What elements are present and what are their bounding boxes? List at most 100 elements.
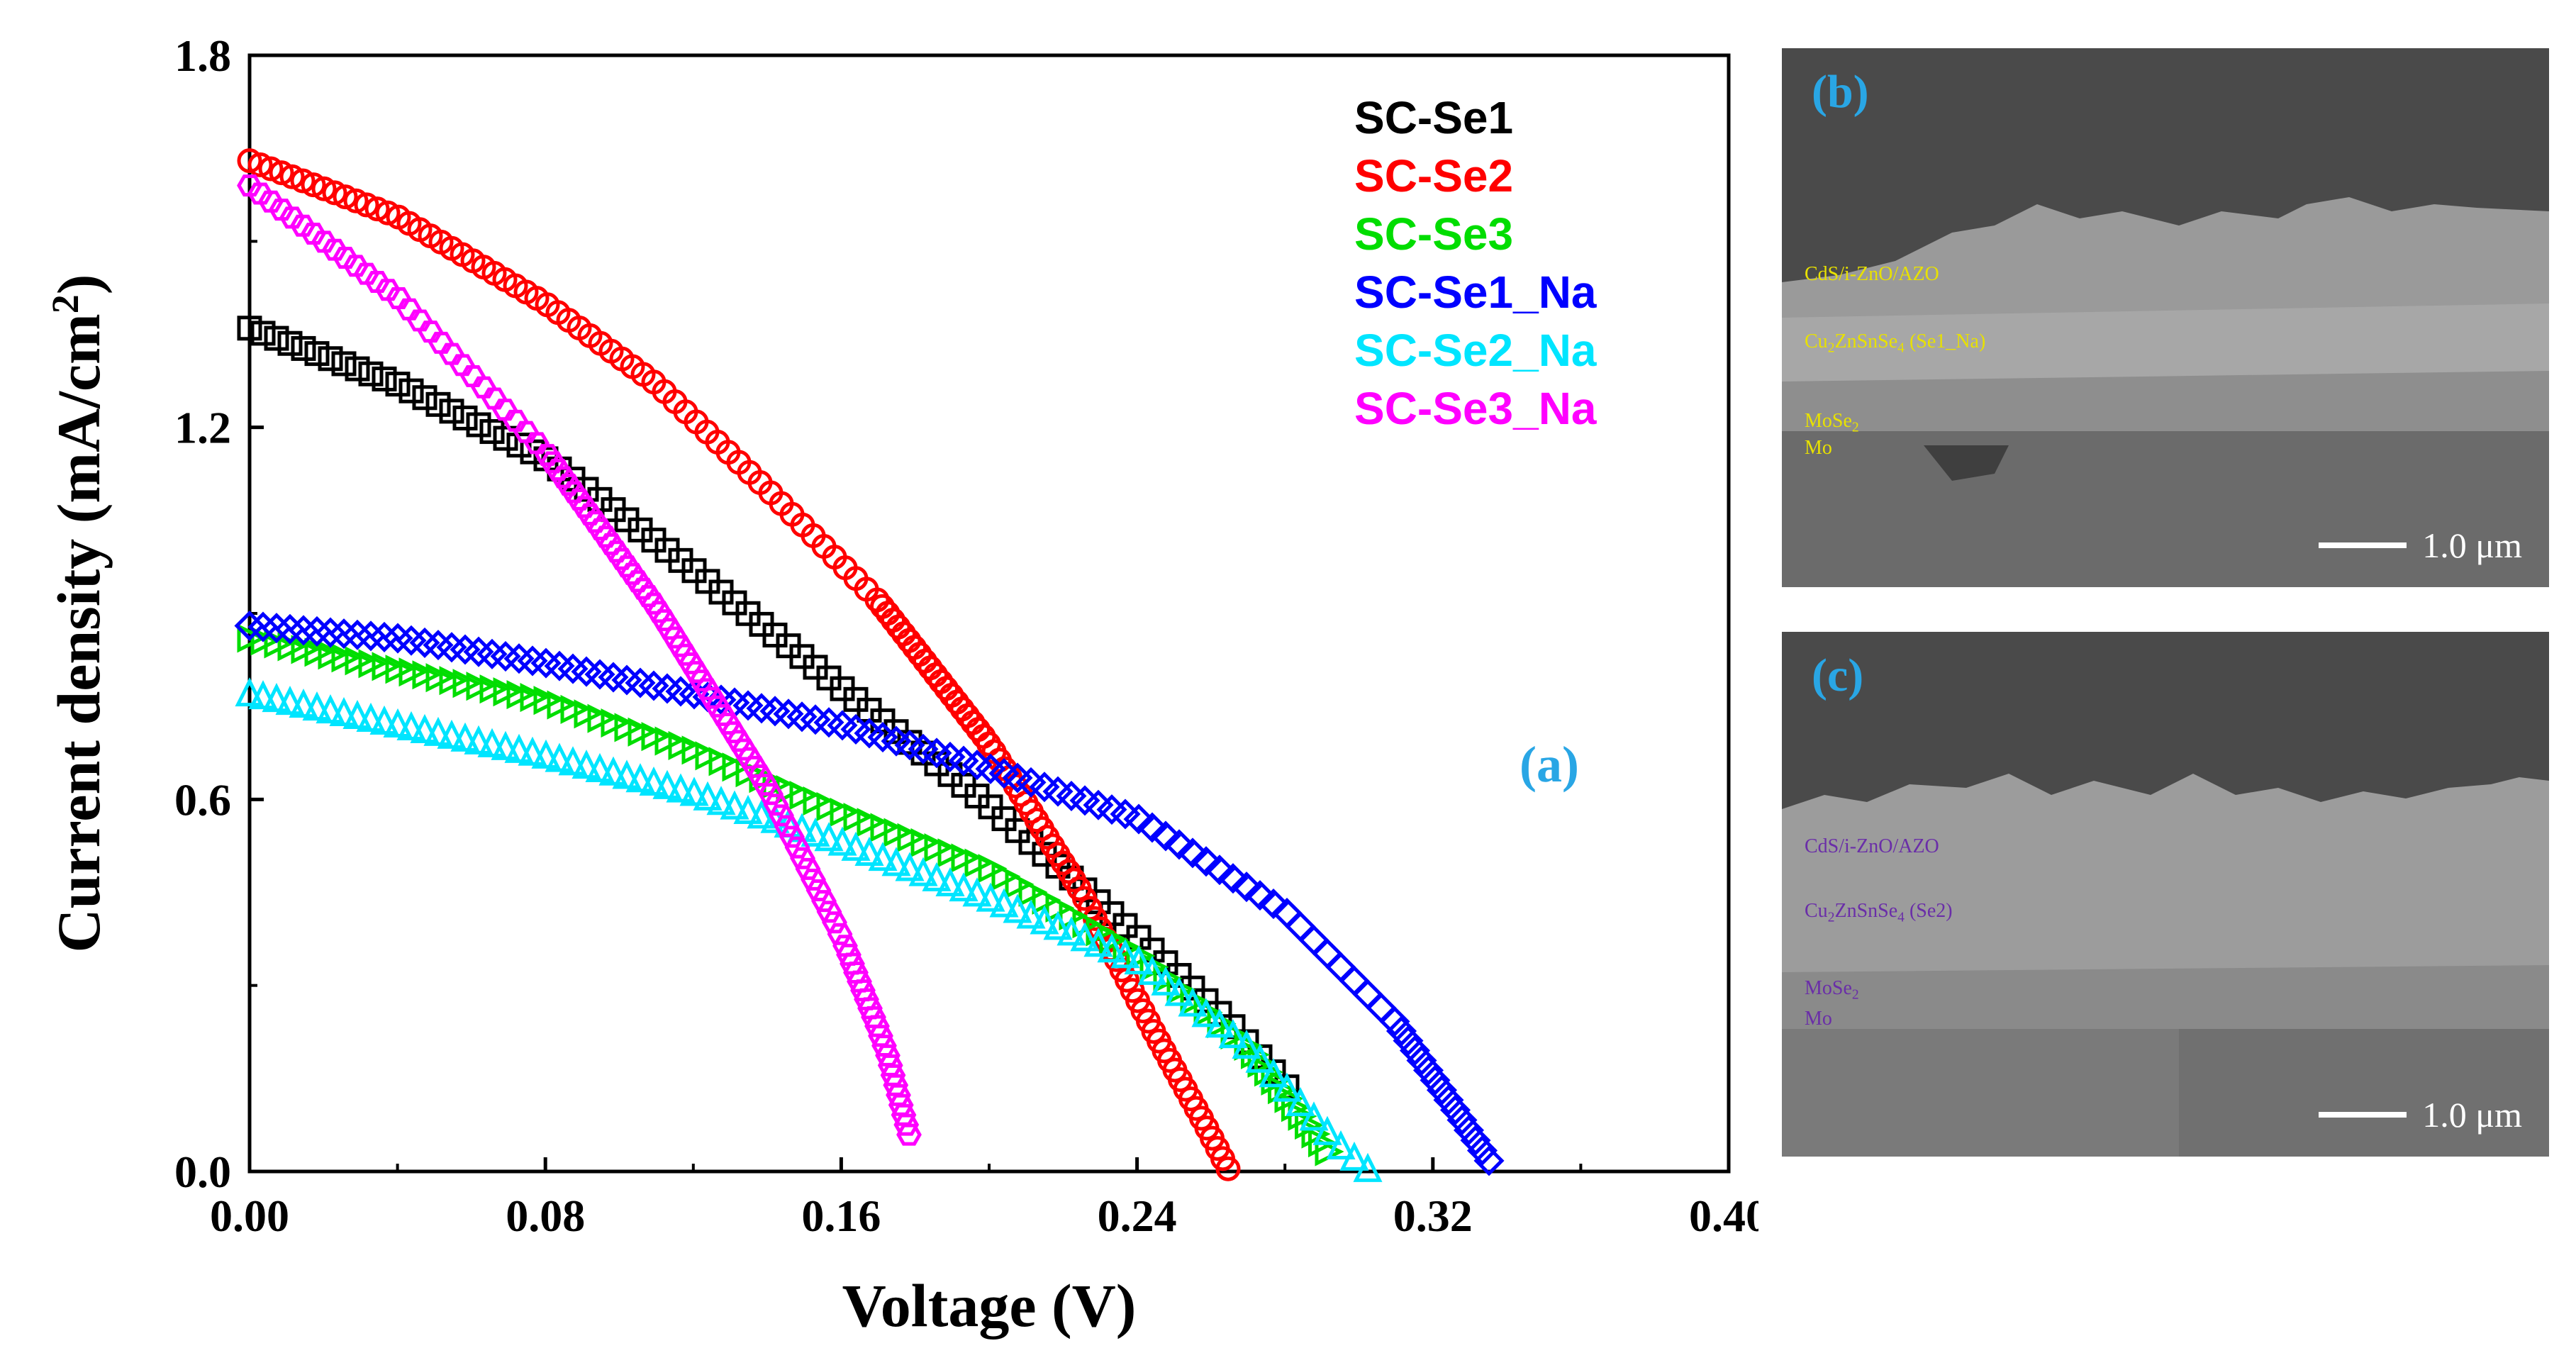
data-point [535, 444, 560, 467]
data-point [747, 799, 776, 829]
data-point [585, 752, 615, 782]
layer-label-mose2: MoSe2 [1805, 410, 1859, 435]
data-point [1453, 1115, 1485, 1146]
data-point [827, 826, 857, 856]
data-point [769, 804, 794, 827]
data-point [822, 911, 847, 934]
data-point [1285, 911, 1316, 942]
data-point [814, 822, 844, 852]
data-point [908, 857, 938, 886]
y-tick-label: 0.6 [174, 774, 231, 825]
data-point [1123, 803, 1154, 835]
data-point [1446, 1104, 1478, 1136]
data-point [588, 518, 613, 540]
data-point [1204, 854, 1235, 886]
data-point [418, 321, 443, 343]
data-point [356, 702, 386, 733]
data-point [412, 385, 437, 411]
data-point [425, 391, 451, 417]
data-point [372, 366, 397, 391]
y-tick-label: 1.8 [174, 30, 231, 81]
layer-label-absorber: Cu2ZnSnSe4 (Se1_Na) [1805, 330, 1986, 356]
data-point [524, 432, 550, 455]
data-point [1312, 938, 1343, 969]
data-point [398, 378, 424, 403]
data-point [301, 223, 326, 245]
x-tick-label: 0.40 [1689, 1191, 1758, 1241]
data-point [450, 354, 475, 377]
layer-label-window: CdS/i-ZnO/AZO [1805, 835, 1939, 857]
panel-label-c: (c) [1812, 650, 1864, 701]
data-point [1096, 794, 1127, 825]
data-point [1003, 893, 1032, 923]
data-point [437, 719, 467, 749]
data-point [976, 882, 1005, 912]
y-axis-label-main: Current density (mA/cm [45, 313, 113, 952]
data-point [1137, 955, 1167, 985]
data-point [827, 923, 853, 945]
data-point [329, 696, 359, 727]
data-point [868, 842, 898, 872]
data-point [1258, 889, 1289, 920]
data-point [343, 188, 369, 213]
data-point [247, 152, 273, 177]
data-point [1178, 987, 1208, 1017]
data-point [949, 872, 978, 902]
data-point [318, 346, 343, 372]
data-point [471, 376, 496, 399]
sem-b-texture [1782, 48, 2549, 587]
scale-bar-b: 1.0 μm [2319, 525, 2522, 566]
data-point [322, 238, 347, 261]
data-point [614, 555, 640, 578]
x-tick-label: 0.16 [801, 1191, 881, 1241]
data-point [343, 255, 369, 277]
data-point [598, 533, 624, 555]
data-point [331, 351, 357, 377]
data-point [250, 321, 276, 346]
data-point [1339, 1141, 1369, 1171]
data-point [679, 776, 709, 806]
legend-entry: SC-Se1 [1354, 92, 1513, 143]
data-point [1137, 812, 1168, 843]
data-point [1215, 1156, 1241, 1181]
data-point [237, 174, 262, 197]
data-point [620, 562, 645, 585]
data-point [439, 399, 464, 424]
x-tick-label: 0.32 [1393, 1191, 1473, 1241]
data-point [1439, 1094, 1471, 1125]
data-point [290, 168, 316, 194]
data-point [935, 867, 965, 896]
series-SC-Se2_Na [235, 677, 1383, 1182]
data-point [464, 725, 494, 755]
data-point [558, 746, 588, 776]
data-point [375, 200, 401, 226]
data-point [1308, 1128, 1338, 1158]
data-point [383, 708, 413, 737]
data-point [652, 769, 682, 799]
data-point [1466, 1135, 1498, 1167]
data-point [1177, 837, 1208, 869]
scale-bar-c: 1.0 μm [2319, 1094, 2522, 1135]
data-point [364, 270, 390, 293]
data-point [275, 686, 305, 716]
data-point [1339, 965, 1370, 996]
data-point [733, 794, 763, 824]
data-point [1056, 780, 1087, 812]
data-point [345, 356, 370, 382]
data-point [1420, 1064, 1451, 1096]
data-point [571, 496, 598, 518]
data-point [550, 466, 576, 489]
data-point [962, 877, 992, 907]
data-point [625, 570, 651, 593]
data-point [1272, 1072, 1302, 1102]
data-point [1191, 846, 1222, 877]
data-point [1460, 1125, 1491, 1156]
data-point [311, 230, 337, 253]
data-point [269, 199, 294, 221]
data-point [582, 511, 608, 533]
data-point [625, 763, 655, 793]
data-point [481, 387, 507, 410]
data-point [1164, 829, 1195, 860]
data-point [854, 836, 884, 866]
data-point [291, 335, 316, 361]
